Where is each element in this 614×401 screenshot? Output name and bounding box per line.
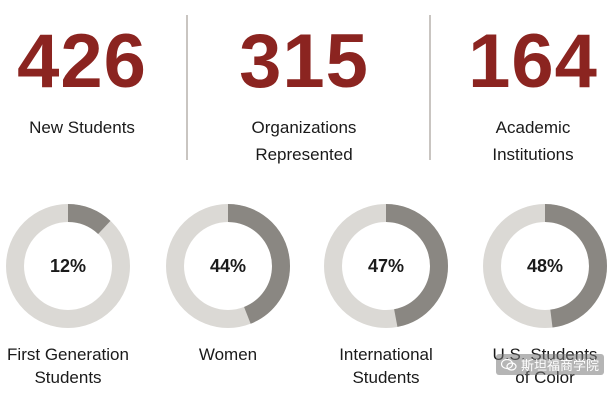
donut-ring: [324, 204, 448, 328]
donut-percent: 44%: [209, 256, 247, 276]
donut-label-line: Students: [34, 368, 102, 387]
wechat-icon: [500, 358, 517, 371]
stat-label-line: Institutions: [492, 145, 574, 164]
donut-value-arc: [166, 204, 290, 328]
stat-number: 164: [468, 19, 598, 104]
donut-label-first-generation: First Generation Students: [0, 343, 143, 389]
stat-number: 315: [239, 19, 369, 104]
donut-label-women: Women: [153, 343, 303, 366]
donut-women: 44%: [166, 199, 290, 333]
donut-students-of-color: 48%: [483, 199, 607, 333]
donut-ring: [483, 204, 607, 328]
donut-percent: 12%: [49, 256, 87, 276]
stat-organizations: 315 Organizations Represented: [214, 22, 394, 168]
watermark: 斯坦福商学院: [495, 354, 604, 375]
donut-label-line: First Generation: [7, 345, 129, 364]
stat-label-line: Academic: [495, 118, 571, 137]
stat-label-line: New Students: [29, 118, 135, 137]
donut-label-international: International Students: [311, 343, 461, 389]
divider: [186, 15, 188, 160]
donut-first-generation: 12%: [6, 199, 130, 333]
stat-label: Organizations Represented: [214, 114, 394, 168]
donut-international: 47%: [324, 199, 448, 333]
donut-value-arc: [483, 204, 607, 328]
watermark-text: 斯坦福商学院: [520, 358, 599, 373]
stat-label: Academic Institutions: [443, 114, 614, 168]
donut-ring: [6, 204, 130, 328]
stat-label: New Students: [0, 114, 172, 141]
donut-percent: 47%: [367, 256, 405, 276]
donut-percent: 48%: [526, 256, 564, 276]
divider: [429, 15, 431, 160]
stat-label-line: Represented: [255, 145, 353, 164]
stat-new-students: 426 New Students: [0, 22, 172, 141]
donut-ring: [166, 204, 290, 328]
donut-label-line: Students: [352, 368, 420, 387]
donut-label-line: International: [339, 345, 433, 364]
stat-number: 426: [17, 19, 147, 104]
donut-value-arc: [324, 204, 448, 328]
donut-label-line: Women: [198, 345, 258, 364]
stat-institutions: 164 Academic Institutions: [443, 22, 614, 168]
stat-label-line: Organizations: [251, 118, 357, 137]
donut-value-arc: [6, 204, 130, 328]
